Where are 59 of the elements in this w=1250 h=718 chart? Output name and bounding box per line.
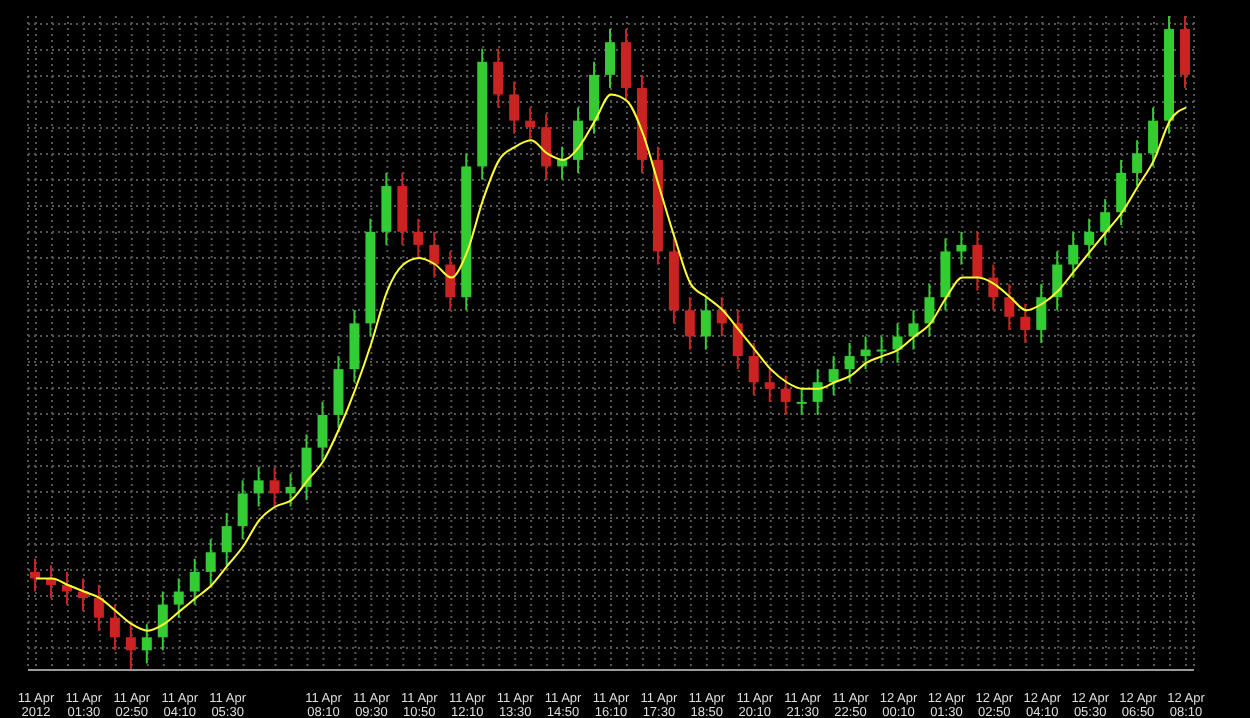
candlestick xyxy=(189,557,200,606)
candlestick xyxy=(125,623,136,670)
candlestick xyxy=(940,237,951,312)
candlestick xyxy=(333,355,344,430)
candlestick xyxy=(109,603,120,652)
candlestick xyxy=(1036,283,1047,344)
candlestick xyxy=(93,583,104,632)
candlestick xyxy=(397,171,408,246)
candlestick xyxy=(541,113,552,181)
candlestick xyxy=(445,250,456,312)
candlestick xyxy=(1148,106,1159,168)
candlestick xyxy=(860,335,871,371)
candlestick xyxy=(1116,158,1127,227)
candlestick xyxy=(700,296,711,351)
candlestick xyxy=(173,577,184,619)
candlestick xyxy=(812,368,823,416)
candlestick xyxy=(221,512,232,567)
candlestick xyxy=(1004,283,1015,331)
candlestick xyxy=(605,28,616,89)
candlestick xyxy=(141,623,152,665)
candlestick xyxy=(205,538,216,586)
candlestick xyxy=(844,342,855,384)
candlestick xyxy=(1084,217,1095,259)
candlestick xyxy=(61,570,72,606)
candlestick xyxy=(413,217,424,259)
candlestick xyxy=(349,309,360,384)
candlestick xyxy=(509,80,520,135)
candlestick xyxy=(429,230,440,279)
candlestick xyxy=(1132,139,1143,188)
candlestick xyxy=(237,479,248,541)
candlestick xyxy=(381,171,392,246)
candlestick xyxy=(157,590,168,652)
candlestick xyxy=(573,106,584,174)
candlestick xyxy=(764,368,775,403)
candlestick xyxy=(1100,198,1111,246)
candlestick xyxy=(956,230,967,266)
candlestick xyxy=(732,309,743,371)
candlestick xyxy=(269,466,280,508)
candlestick xyxy=(253,466,264,508)
candlestick xyxy=(828,355,839,397)
candlestick xyxy=(796,387,807,416)
candlestick xyxy=(285,472,296,508)
candlestick xyxy=(684,296,695,351)
candlestick xyxy=(1180,16,1191,89)
candlestick xyxy=(301,433,312,501)
candlestick xyxy=(1068,230,1079,279)
candlestick xyxy=(493,47,504,109)
candlestick xyxy=(892,322,903,364)
candlestick xyxy=(876,335,887,364)
candlestick xyxy=(908,309,919,351)
candlestick xyxy=(317,400,328,462)
candlestick xyxy=(620,28,631,103)
candlestick xyxy=(780,374,791,416)
candlestick xyxy=(748,342,759,397)
candlestick xyxy=(924,283,935,338)
candlestick xyxy=(972,230,983,292)
candlestick xyxy=(589,60,600,135)
candlestick xyxy=(1020,302,1031,344)
candlestick xyxy=(525,106,536,142)
